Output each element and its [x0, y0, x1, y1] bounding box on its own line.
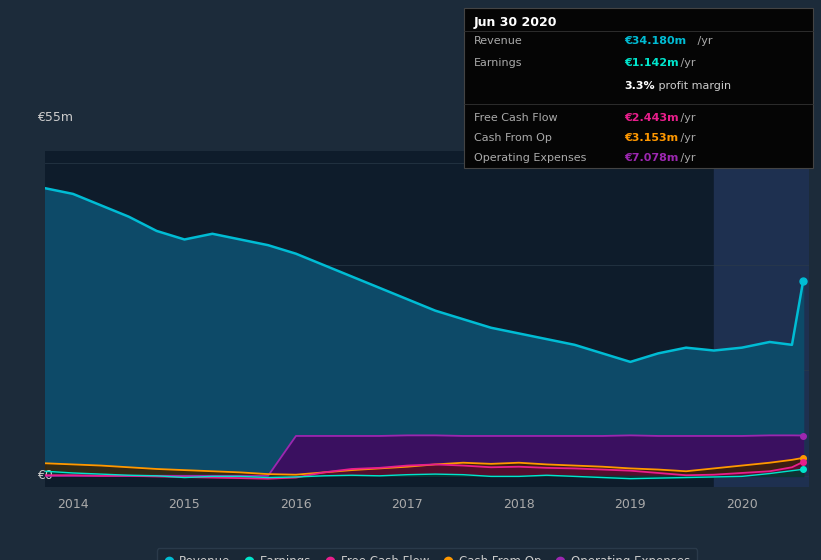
Text: €7.078m: €7.078m [624, 153, 678, 164]
Text: Free Cash Flow: Free Cash Flow [474, 113, 557, 123]
Text: €34.180m: €34.180m [624, 36, 686, 46]
Text: Cash From Op: Cash From Op [474, 133, 552, 143]
Text: Earnings: Earnings [474, 58, 522, 68]
Text: Jun 30 2020: Jun 30 2020 [474, 16, 557, 29]
Text: /yr: /yr [677, 58, 696, 68]
Text: 3.3%: 3.3% [624, 81, 654, 91]
Text: €2.443m: €2.443m [624, 113, 679, 123]
Text: €0: €0 [38, 469, 53, 482]
Text: /yr: /yr [677, 113, 696, 123]
Text: €1.142m: €1.142m [624, 58, 679, 68]
Text: Revenue: Revenue [474, 36, 522, 46]
Text: /yr: /yr [677, 153, 696, 164]
Text: profit margin: profit margin [655, 81, 732, 91]
Legend: Revenue, Earnings, Free Cash Flow, Cash From Op, Operating Expenses: Revenue, Earnings, Free Cash Flow, Cash … [157, 548, 697, 560]
Text: /yr: /yr [694, 36, 713, 46]
Text: €55m: €55m [38, 111, 74, 124]
Bar [714, 151, 809, 487]
Text: €3.153m: €3.153m [624, 133, 678, 143]
Text: Operating Expenses: Operating Expenses [474, 153, 586, 164]
Text: /yr: /yr [677, 133, 696, 143]
